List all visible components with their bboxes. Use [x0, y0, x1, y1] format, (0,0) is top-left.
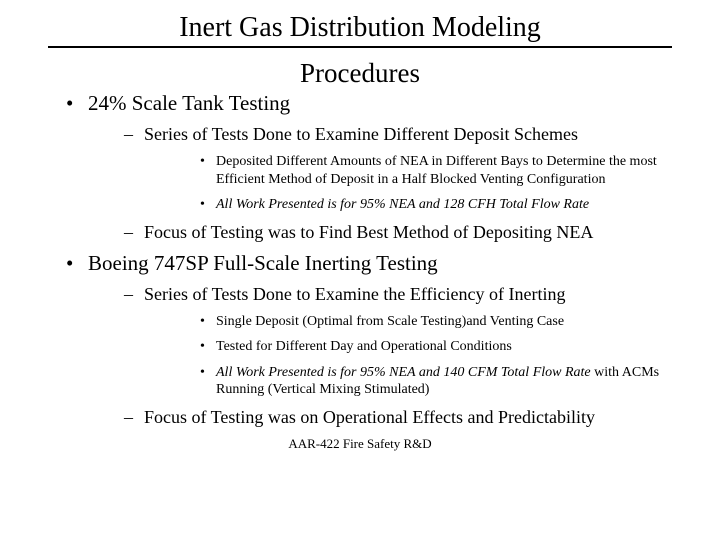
- l3-text-italic: All Work Presented is for 95% NEA and 12…: [216, 197, 589, 212]
- l3-item: All Work Presented is for 95% NEA and 14…: [144, 364, 672, 399]
- l1-text: Boeing 747SP Full-Scale Inerting Testing: [88, 251, 438, 275]
- l3-item: Tested for Different Day and Operational…: [144, 338, 672, 356]
- l2-item: Series of Tests Done to Examine the Effi…: [88, 284, 672, 399]
- l2-item: Series of Tests Done to Examine Differen…: [88, 124, 672, 214]
- l2-text: Focus of Testing was on Operational Effe…: [144, 407, 595, 427]
- l1-text: 24% Scale Tank Testing: [88, 91, 290, 115]
- l1-item: Boeing 747SP Full-Scale Inerting Testing…: [48, 251, 672, 428]
- bullet-list-level1: 24% Scale Tank Testing Series of Tests D…: [48, 91, 672, 428]
- slide-footer: AAR-422 Fire Safety R&D: [48, 436, 672, 452]
- l3-item: Deposited Different Amounts of NEA in Di…: [144, 153, 672, 188]
- slide-title: Inert Gas Distribution Modeling: [48, 12, 672, 44]
- l3-text: Deposited Different Amounts of NEA in Di…: [216, 154, 657, 187]
- bullet-list-level3: Single Deposit (Optimal from Scale Testi…: [144, 313, 672, 399]
- slide-subtitle: Procedures: [48, 58, 672, 89]
- l2-item: Focus of Testing was to Find Best Method…: [88, 222, 672, 243]
- l3-text: Tested for Different Day and Operational…: [216, 339, 512, 354]
- l3-item: All Work Presented is for 95% NEA and 12…: [144, 196, 672, 214]
- l2-item: Focus of Testing was on Operational Effe…: [88, 407, 672, 428]
- l3-text: Single Deposit (Optimal from Scale Testi…: [216, 314, 564, 329]
- slide-container: Inert Gas Distribution Modeling Procedur…: [0, 0, 720, 452]
- title-underline: [48, 46, 672, 48]
- l3-item: Single Deposit (Optimal from Scale Testi…: [144, 313, 672, 331]
- bullet-list-level3: Deposited Different Amounts of NEA in Di…: [144, 153, 672, 214]
- l1-item: 24% Scale Tank Testing Series of Tests D…: [48, 91, 672, 243]
- l2-text: Series of Tests Done to Examine Differen…: [144, 124, 578, 144]
- l3-text-italic: All Work Presented is for 95% NEA and 14…: [216, 365, 591, 380]
- l2-text: Focus of Testing was to Find Best Method…: [144, 222, 593, 242]
- bullet-list-level2: Series of Tests Done to Examine the Effi…: [88, 284, 672, 428]
- bullet-list-level2: Series of Tests Done to Examine Differen…: [88, 124, 672, 243]
- l2-text: Series of Tests Done to Examine the Effi…: [144, 284, 565, 304]
